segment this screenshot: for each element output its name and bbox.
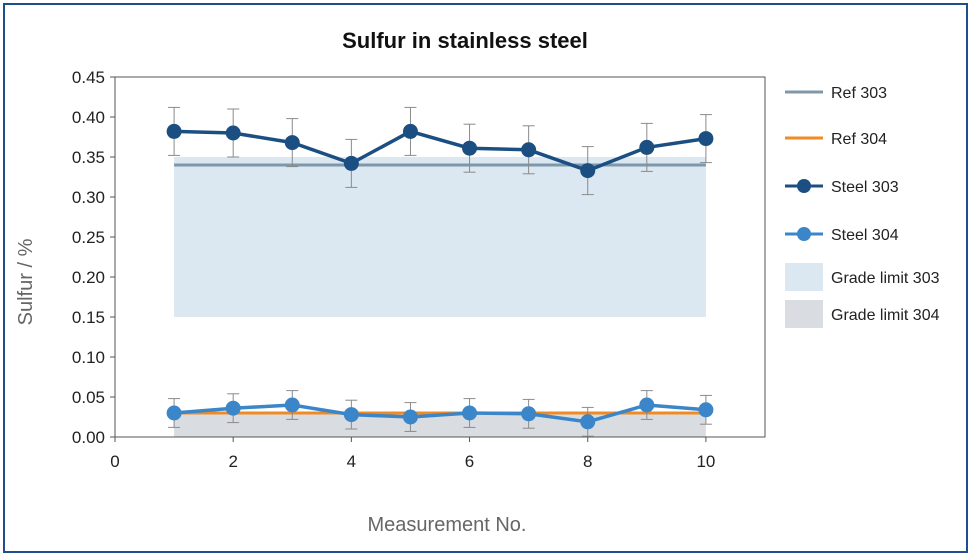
y-tick-label: 0.30	[72, 188, 105, 207]
grade-band-303	[174, 157, 706, 317]
legend-label-grade-limit-303: Grade limit 303	[831, 270, 940, 287]
legend: Ref 303 Ref 304 Steel 303 Steel 304 Grade li…	[785, 85, 940, 328]
legend-label-steel-304: Steel 304	[831, 227, 899, 244]
plot-area: 0.00 0.05 0.10 0.15 0.20 0.25 0.30 0.35 0.40 0.45…	[72, 68, 766, 471]
data-point-steel-303	[225, 125, 241, 141]
y-tick-label: 0.40	[72, 108, 105, 127]
data-point-steel-304	[225, 400, 241, 416]
y-tick-label: 0.25	[72, 228, 105, 247]
data-point-steel-304	[639, 397, 655, 413]
legend-marker-steel-304	[797, 227, 811, 241]
plot-border	[114, 76, 766, 438]
legend-label-ref-304: Ref 304	[831, 131, 887, 148]
data-point-steel-304	[343, 407, 359, 423]
y-axis-label: Sulfur / %	[15, 238, 37, 325]
data-point-steel-303	[521, 142, 537, 158]
grade-band-304	[174, 413, 706, 437]
data-point-steel-304	[521, 406, 537, 422]
x-tick-label: 2	[228, 452, 237, 471]
legend-marker-steel-303	[797, 179, 811, 193]
x-tick-label: 8	[583, 452, 592, 471]
data-point-steel-304	[284, 397, 300, 413]
legend-label-steel-303: Steel 303	[831, 179, 899, 196]
x-tick-label: 10	[696, 452, 715, 471]
data-point-steel-304	[402, 409, 418, 425]
data-point-steel-303	[284, 135, 300, 151]
y-tick-label: 0.05	[72, 388, 105, 407]
y-tick-label: 0.00	[72, 428, 105, 447]
series-line-steel-304	[173, 403, 707, 424]
data-point-steel-304	[166, 405, 182, 421]
y-tick-label: 0.45	[72, 68, 105, 87]
series-line-steel-303	[174, 129, 707, 173]
y-tick-label: 0.15	[72, 308, 105, 327]
data-point-steel-303	[343, 155, 359, 171]
legend-label-grade-limit-304: Grade limit 304	[831, 307, 940, 324]
data-point-steel-303	[402, 123, 418, 139]
y-tick-label: 0.35	[72, 148, 105, 167]
x-axis-label: Measurement No.	[368, 514, 527, 536]
data-point-steel-303	[166, 123, 182, 139]
x-tick-label: 6	[465, 452, 474, 471]
x-tick-label: 0	[110, 452, 119, 471]
y-tick-label: 0.10	[72, 348, 105, 367]
legend-swatch-grade-limit-303	[785, 263, 823, 291]
x-tick-label: 4	[347, 452, 356, 471]
legend-label-ref-303: Ref 303	[831, 85, 887, 102]
data-point-steel-303	[698, 131, 714, 147]
data-point-steel-303	[580, 163, 596, 179]
y-tick-label: 0.20	[72, 268, 105, 287]
data-point-steel-303	[639, 139, 655, 155]
legend-swatch-grade-limit-304	[785, 300, 823, 328]
data-point-steel-304	[698, 402, 714, 418]
data-point-steel-304	[580, 414, 596, 430]
data-point-steel-304	[462, 405, 478, 421]
data-point-steel-303	[462, 140, 478, 156]
chart-title: Sulfur in stainless steel	[342, 28, 588, 53]
